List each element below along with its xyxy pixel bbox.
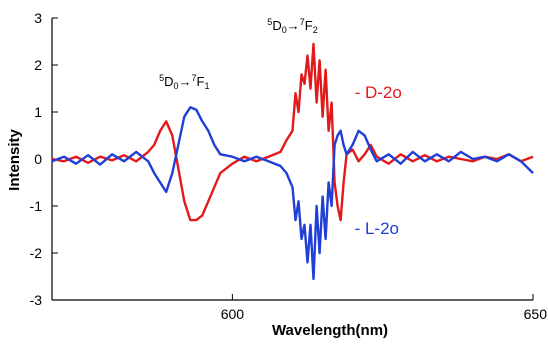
annotation-part: 0 [173, 81, 178, 91]
annotation-part: D [164, 74, 173, 89]
y-tick-label: -3 [30, 292, 43, 308]
annotation-part: D [272, 18, 281, 33]
transition-annotation-f2: 5D0→7F2 [267, 17, 317, 35]
x-axis-label: Wavelength(nm) [272, 322, 388, 339]
y-tick-label: -2 [30, 245, 43, 261]
annotation-part: 7 [191, 73, 196, 83]
y-tick-label: 3 [34, 10, 42, 26]
x-tick-label: 600 [221, 306, 245, 322]
x-tick-label: 650 [524, 306, 548, 322]
series-line-l-2o [51, 106, 534, 281]
annotation-part: 5 [159, 73, 164, 83]
y-tick-label: 2 [34, 57, 42, 73]
annotation-part: F [305, 18, 313, 33]
axes: -3 -2 -1 0 1 2 3 600 650 [30, 10, 548, 322]
transition-annotation-f1: 5D0→7F1 [159, 73, 209, 91]
series-layer: - D-2o - L-2o [51, 42, 534, 281]
annotation-part: → [178, 74, 191, 89]
annotation-part: 5 [267, 17, 272, 27]
annotation-part: → [287, 18, 300, 33]
legend-label-l-2o: - L-2o [355, 219, 399, 238]
legend-label-d-2o: - D-2o [355, 83, 402, 102]
y-axis-label: Intensity [6, 129, 23, 191]
y-tick-label: -1 [30, 198, 43, 214]
y-tick-label: 0 [34, 151, 42, 167]
y-tick-label: 1 [34, 104, 42, 120]
annotation-part: 7 [300, 17, 305, 27]
annotation-part: 0 [282, 25, 287, 35]
annotation-part: 1 [204, 81, 209, 91]
annotation-part: 2 [313, 25, 318, 35]
annotation-part: F [197, 74, 205, 89]
